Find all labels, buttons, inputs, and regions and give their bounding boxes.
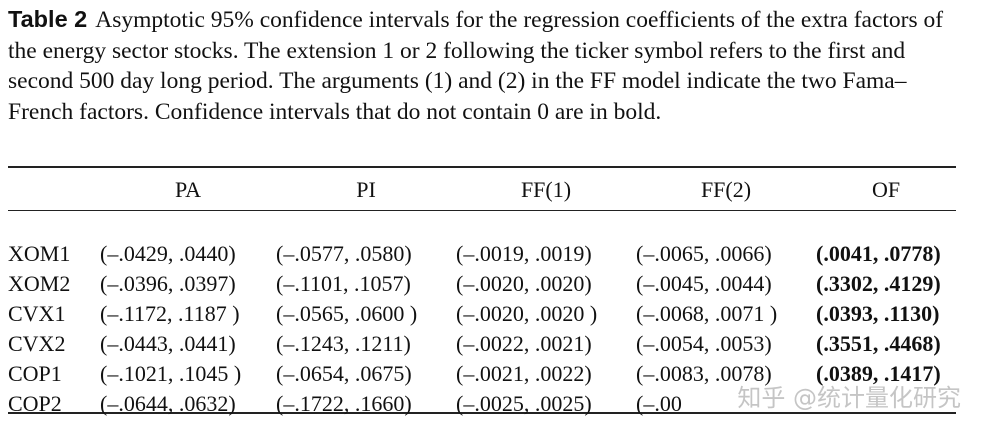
- ticker-cell: CVX2: [8, 331, 66, 356]
- ticker-cell: CVX1: [8, 301, 66, 326]
- ff1-cell: (–.0020, .0020 ): [456, 301, 598, 326]
- ticker-cell: XOM2: [8, 271, 71, 296]
- ticker-cell: COP1: [8, 361, 62, 386]
- table-row: CVX2 (–.0443, .0441) (–.1243, .1211) (–.…: [8, 329, 956, 359]
- header-pi: PI: [356, 177, 376, 202]
- pi-cell: (–.0565, .0600 ): [276, 301, 418, 326]
- ff2-cell: (–.0065, .0066): [636, 241, 772, 266]
- pi-cell: (–.1722, .1660): [276, 391, 412, 416]
- watermark: 知乎 @统计量化研究: [737, 384, 961, 412]
- table-row: XOM2 (–.0396, .0397) (–.1101, .1057) (–.…: [8, 269, 956, 299]
- ff1-cell: (–.0025, .0025): [456, 391, 592, 416]
- bottom-rule: [8, 412, 956, 414]
- ff2-cell: (–.0045, .0044): [636, 271, 772, 296]
- table-row: CVX1 (–.1172, .1187 ) (–.0565, .0600 ) (…: [8, 299, 956, 329]
- table-caption: Table 2 Asymptotic 95% confidence interva…: [8, 4, 968, 127]
- pa-cell: (–.1021, .1045 ): [100, 361, 242, 386]
- header-rule: [8, 210, 956, 211]
- ff1-cell: (–.0019, .0019): [456, 241, 592, 266]
- pi-cell: (–.1101, .1057): [276, 271, 411, 296]
- ticker-cell: COP2: [8, 391, 62, 416]
- ff2-cell: (–.00: [636, 391, 682, 416]
- pi-cell: (–.1243, .1211): [276, 331, 411, 356]
- pa-cell: (–.0396, .0397): [100, 271, 236, 296]
- ff2-cell: (–.0054, .0053): [636, 331, 772, 356]
- table-row: COP2 (–.0644, .0632) (–.1722, .1660) (–.…: [8, 389, 956, 419]
- header-ff1: FF(1): [520, 177, 572, 202]
- of-cell: (.3551, .4468): [816, 331, 941, 356]
- of-cell: (.0393, .1130): [816, 301, 940, 326]
- ff2-cell: (–.0083, .0078): [636, 361, 772, 386]
- of-cell: (.0389, .1417): [816, 361, 941, 386]
- of-cell: (.0041, .0778): [816, 241, 941, 266]
- pi-cell: (–.0654, .0675): [276, 361, 412, 386]
- pa-cell: (–.1172, .1187 ): [100, 301, 240, 326]
- pa-cell: (–.0443, .0441): [100, 331, 236, 356]
- ff1-cell: (–.0021, .0022): [456, 361, 592, 386]
- header-of: OF: [871, 177, 901, 202]
- pa-cell: (–.0644, .0632): [100, 391, 236, 416]
- table-row: XOM1 (–.0429, .0440) (–.0577, .0580) (–.…: [8, 239, 956, 269]
- top-rule: [8, 166, 956, 168]
- ff1-cell: (–.0022, .0021): [456, 331, 592, 356]
- header-ticker: [8, 171, 100, 209]
- of-cell: (.3302, .4129): [816, 271, 941, 296]
- ff2-cell: (–.0068, .0071 ): [636, 301, 778, 326]
- header-row: PA PI FF(1) FF(2) OF: [8, 171, 956, 209]
- caption-label: Table 2: [8, 6, 88, 32]
- confidence-interval-table: PA PI FF(1) FF(2) OF XOM1 (–.0429, .0440…: [8, 171, 956, 419]
- header-ff2: FF(2): [700, 177, 752, 202]
- header-pa: PA: [174, 177, 202, 202]
- ticker-cell: XOM1: [8, 241, 71, 266]
- pa-cell: (–.0429, .0440): [100, 241, 236, 266]
- pi-cell: (–.0577, .0580): [276, 241, 412, 266]
- caption-text: Asymptotic 95% confidence intervals for …: [8, 7, 944, 125]
- table-row: COP1 (–.1021, .1045 ) (–.0654, .0675) (–…: [8, 359, 956, 389]
- ff1-cell: (–.0020, .0020): [456, 271, 592, 296]
